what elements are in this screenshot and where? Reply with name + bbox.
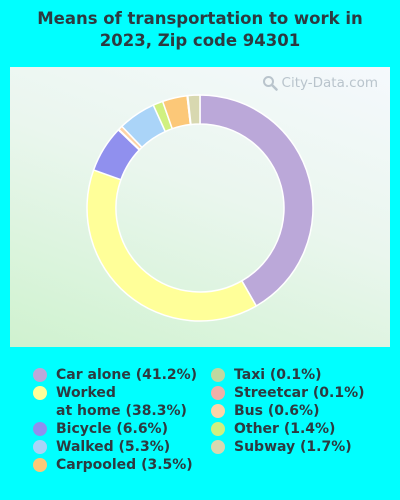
legend-label: Subway (1.7%): [234, 439, 352, 455]
legend-swatch: [33, 440, 47, 454]
watermark: City-Data.com: [262, 75, 378, 91]
slice-worked-at-home: [86, 168, 258, 322]
legend-label: Taxi (0.1%): [234, 367, 322, 383]
legend-label: Worked at home (38.3%): [56, 385, 187, 419]
chart-title-line-1: Means of transportation to work in: [37, 9, 363, 28]
legend-swatch: [211, 404, 225, 418]
legend-swatch: [211, 386, 225, 400]
legend-item-worked-at-home: Worked at home (38.3%): [33, 384, 197, 420]
legend-item-carpooled: Carpooled (3.5%): [33, 456, 197, 474]
legend-item-car-alone: Car alone (41.2%): [33, 366, 197, 384]
legend-item-taxi: Taxi (0.1%): [211, 366, 365, 384]
legend-swatch: [33, 386, 47, 400]
legend-swatch: [33, 368, 47, 382]
legend-swatch: [211, 440, 225, 454]
plot-area: City-Data.com: [10, 67, 390, 347]
legend-label: Bus (0.6%): [234, 403, 320, 419]
chart-title: Means of transportation to work in 2023,…: [0, 8, 400, 52]
legend-swatch: [211, 368, 225, 382]
legend-item-other: Other (1.4%): [211, 420, 365, 438]
legend-label: Bicycle (6.6%): [56, 421, 168, 437]
legend-item-subway: Subway (1.7%): [211, 438, 365, 456]
chart-title-line-2: 2023, Zip code 94301: [99, 31, 301, 50]
legend-item-streetcar: Streetcar (0.1%): [211, 384, 365, 402]
legend-column-1: Car alone (41.2%) Worked at home (38.3%) B…: [33, 366, 197, 474]
legend-label: Other (1.4%): [234, 421, 336, 437]
legend-label: Streetcar (0.1%): [234, 385, 365, 401]
legend-label: Carpooled (3.5%): [56, 457, 193, 473]
legend-swatch: [33, 458, 47, 472]
watermark-text: City-Data.com: [281, 75, 378, 91]
legend-swatch: [211, 422, 225, 436]
legend-item-bicycle: Bicycle (6.6%): [33, 420, 197, 438]
legend-label: Car alone (41.2%): [56, 367, 198, 383]
legend-label: Walked (5.3%): [56, 439, 171, 455]
legend-item-bus: Bus (0.6%): [211, 402, 365, 420]
legend-column-2: Taxi (0.1%) Streetcar (0.1%) Bus (0.6%) Oth…: [211, 366, 365, 456]
legend-item-walked: Walked (5.3%): [33, 438, 197, 456]
slice-car-alone: [199, 94, 314, 308]
donut-chart: [86, 94, 314, 322]
magnifier-icon: [262, 76, 278, 91]
slice-subway: [186, 94, 201, 126]
legend-swatch: [33, 422, 47, 436]
